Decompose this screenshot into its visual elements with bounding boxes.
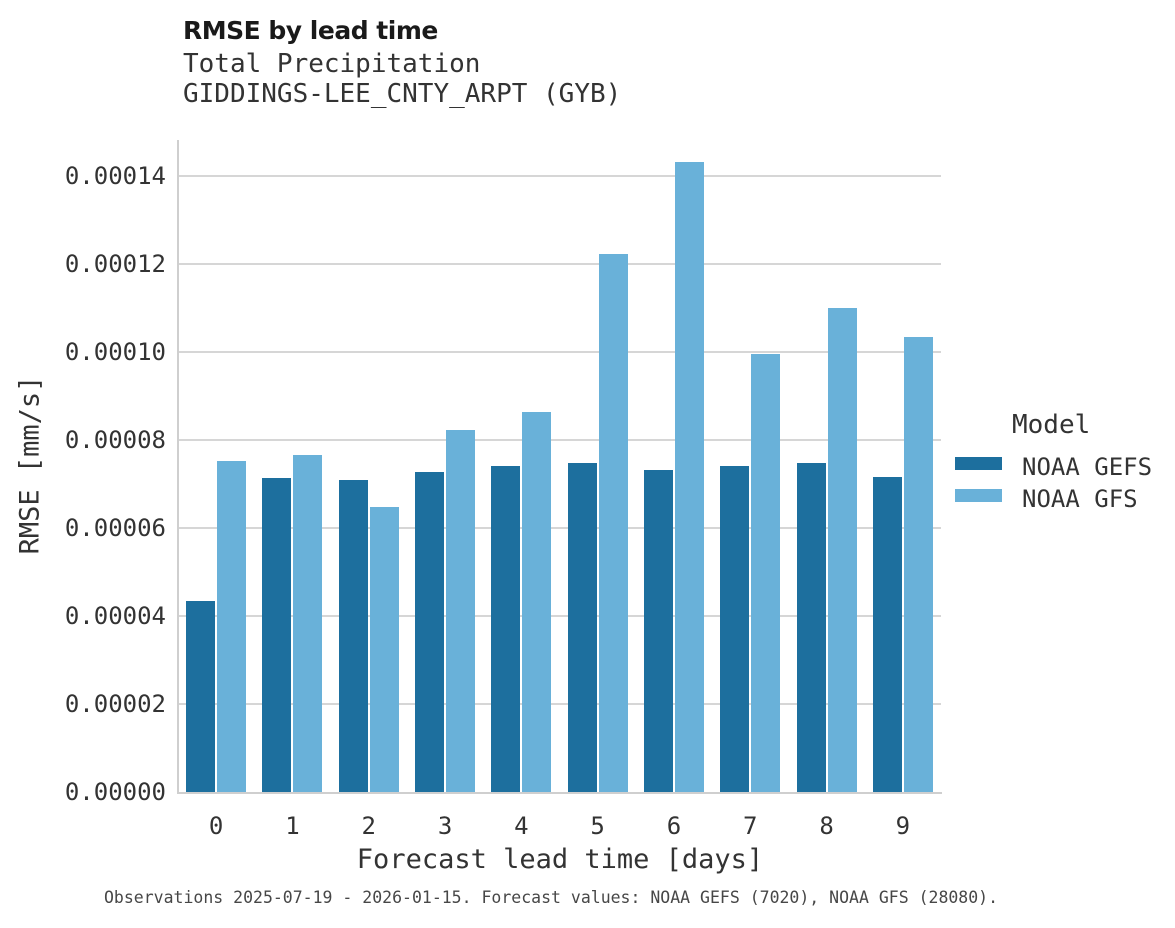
bar-noaa-gefs-day-7 [720,465,750,792]
legend-swatch-noaa-gefs [955,457,1002,470]
chart-title: RMSE by lead time [183,16,438,45]
y-tick-0.00008: 0.00008 [64,426,166,454]
y-tick-0.00000: 0.00000 [64,778,166,806]
bar-noaa-gefs-day-8 [796,463,826,792]
gridline-y-0.00014 [178,175,941,177]
bar-noaa-gefs-day-0 [186,600,216,792]
chart-subtitle-station: GIDDINGS-LEE_CNTY_ARPT (GYB) [183,79,622,109]
bar-noaa-gefs-day-1 [262,478,292,792]
bar-noaa-gfs-day-5 [598,253,628,792]
x-tick-1: 1 [285,812,300,840]
x-tick-4: 4 [514,812,529,840]
x-tick-5: 5 [590,812,605,840]
bar-noaa-gfs-day-8 [827,308,857,792]
y-tick-0.00002: 0.00002 [64,690,166,718]
x-tick-8: 8 [819,812,834,840]
y-axis-spine [177,140,179,794]
bar-noaa-gefs-day-4 [491,465,521,792]
gridline-y-0.00002 [178,703,941,705]
bar-noaa-gefs-day-5 [567,462,597,792]
x-axis-title: Forecast lead time [days] [356,844,764,875]
bar-noaa-gfs-day-3 [446,429,476,792]
chart-subtitle-variable: Total Precipitation [183,49,481,79]
legend-title: Model [1012,410,1091,440]
caption: Observations 2025-07-19 - 2026-01-15. Fo… [104,888,999,907]
y-tick-0.00014: 0.00014 [64,162,166,190]
x-tick-3: 3 [437,812,453,840]
x-axis-spine [177,792,942,794]
y-tick-0.00010: 0.00010 [64,338,166,366]
x-tick-6: 6 [666,812,682,840]
x-tick-9: 9 [895,812,911,840]
gridline-y-0.00004 [178,615,941,617]
bar-noaa-gefs-day-3 [415,472,445,792]
bar-noaa-gfs-day-1 [293,454,323,792]
bar-noaa-gfs-day-4 [522,411,552,792]
gridline-y-0.00012 [178,263,941,265]
y-tick-0.00004: 0.00004 [64,602,166,630]
x-tick-2: 2 [361,812,376,840]
x-tick-0: 0 [208,812,224,840]
bar-noaa-gfs-day-6 [674,161,704,792]
x-tick-7: 7 [743,812,758,840]
legend-label-noaa-gfs: NOAA GFS [1022,485,1138,513]
legend-label-noaa-gefs: NOAA GEFS [1022,453,1153,481]
y-tick-0.00006: 0.00006 [64,514,166,542]
bar-noaa-gfs-day-2 [369,506,399,792]
y-tick-0.00012: 0.00012 [64,250,166,278]
gridline-y-0.00008 [178,439,941,441]
gridline-y-0.00006 [178,527,941,529]
bar-noaa-gefs-day-2 [338,479,368,792]
legend-swatch-noaa-gfs [955,489,1002,502]
bar-noaa-gfs-day-9 [903,337,933,792]
bar-noaa-gfs-day-7 [751,353,781,792]
bar-noaa-gefs-day-9 [872,476,902,792]
bar-noaa-gfs-day-0 [217,460,247,792]
bar-noaa-gefs-day-6 [643,470,673,792]
gridline-y-0.00010 [178,351,941,353]
